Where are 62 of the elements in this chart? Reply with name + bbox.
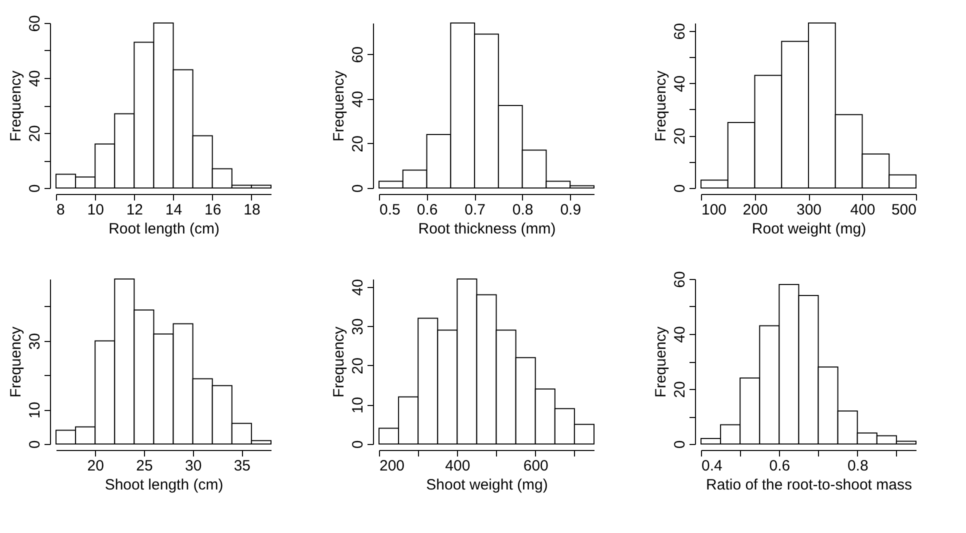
x-tick-label: 20 — [87, 458, 104, 474]
x-tick-label: 200 — [742, 202, 768, 218]
x-tick-label: 18 — [244, 202, 260, 218]
x-tick-label: 35 — [234, 458, 251, 474]
x-tick-label: 300 — [796, 202, 822, 218]
x-axis-title: Shoot length (cm) — [104, 476, 224, 494]
y-axis-title: Frequency — [330, 326, 348, 398]
y-tick-label: 40 — [350, 279, 366, 296]
x-tick-label: 16 — [204, 202, 222, 218]
y-tick-label: 60 — [350, 46, 366, 64]
x-axis-title: Root weight (mg) — [752, 220, 866, 238]
x-tick-label: 8 — [56, 202, 65, 218]
y-tick-label: 40 — [672, 75, 688, 92]
y-axis-title: Frequency — [8, 326, 24, 398]
y-tick-label: 0 — [350, 184, 366, 193]
y-tick-label: 10 — [26, 402, 44, 418]
y-tick-label: 0 — [26, 184, 44, 193]
y-axis-title: Frequency — [8, 70, 24, 142]
x-tick-label: 12 — [126, 202, 144, 218]
y-axis-title: Frequency — [330, 70, 348, 142]
x-tick-label: 25 — [136, 458, 153, 474]
x-tick-label: 600 — [523, 458, 548, 474]
y-tick-label: 20 — [350, 358, 366, 374]
x-tick-label: 0.5 — [380, 202, 400, 218]
x-tick-label: 0.9 — [560, 202, 582, 218]
x-tick-label: 0.8 — [847, 458, 868, 474]
x-tick-label: 400 — [445, 458, 470, 474]
y-tick-label: 10 — [350, 396, 366, 414]
y-tick-label: 40 — [672, 326, 688, 343]
x-tick-label: 10 — [87, 202, 104, 218]
x-axis-title: Shoot weight (mg) — [426, 476, 548, 494]
x-tick-label: 0.8 — [512, 202, 534, 218]
y-tick-label: 20 — [672, 128, 688, 144]
x-tick-label: 14 — [165, 202, 182, 218]
x-tick-label: 30 — [184, 458, 202, 474]
x-tick-label: 400 — [850, 202, 876, 218]
y-tick-label: 40 — [26, 70, 44, 87]
x-tick-label: 500 — [891, 202, 916, 218]
y-axis-title: Frequency — [652, 70, 670, 142]
y-tick-label: 60 — [26, 15, 44, 32]
y-tick-label: 0 — [350, 440, 366, 449]
x-tick-label: 0.6 — [416, 202, 438, 218]
x-tick-label: 0.7 — [464, 202, 486, 218]
y-tick-label: 20 — [26, 125, 44, 142]
y-tick-label: 20 — [672, 381, 688, 398]
y-tick-label: 30 — [350, 318, 366, 335]
y-tick-label: 60 — [672, 271, 688, 288]
y-tick-label: 60 — [672, 23, 688, 40]
y-tick-label: 20 — [350, 136, 366, 152]
x-axis-title: Ratio of the root-to-shoot mass — [706, 476, 912, 494]
x-tick-label: 100 — [702, 202, 727, 218]
y-tick-label: 30 — [26, 333, 44, 350]
y-axis-title: Frequency — [652, 326, 670, 398]
y-tick-label: 40 — [350, 90, 366, 108]
y-tick-label: 0 — [26, 440, 44, 449]
y-tick-label: 0 — [672, 184, 688, 193]
x-axis-title: Root thickness (mm) — [418, 220, 556, 238]
x-tick-label: 200 — [380, 458, 405, 474]
x-tick-label: 0.4 — [702, 458, 722, 474]
y-tick-label: 0 — [672, 440, 688, 449]
x-axis-title: Root length (cm) — [108, 220, 220, 238]
x-tick-label: 0.6 — [769, 458, 790, 474]
